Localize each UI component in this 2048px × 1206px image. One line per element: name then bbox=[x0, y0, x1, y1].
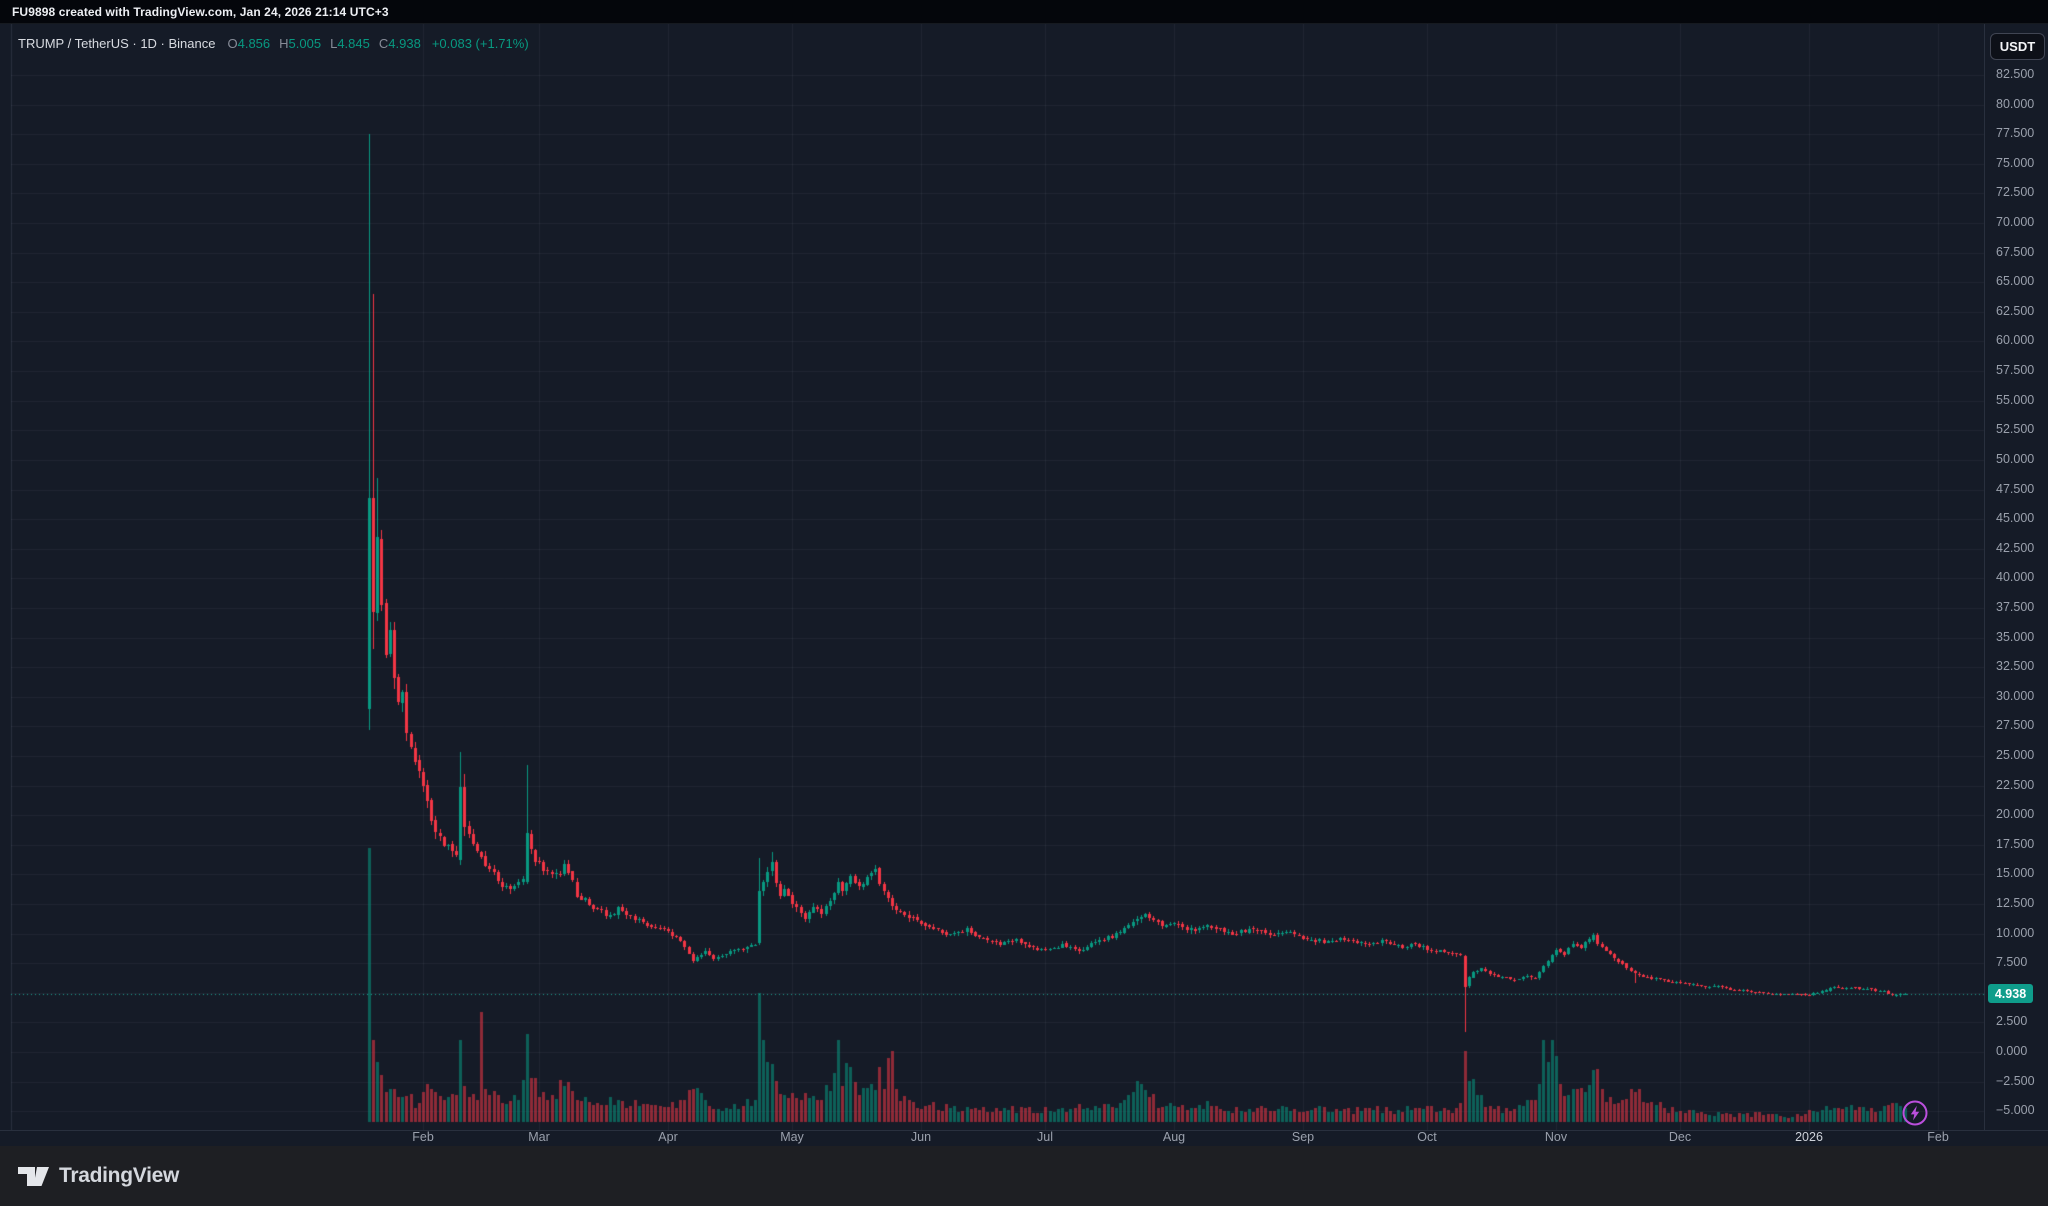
time-tick-label: Sep bbox=[1291, 1130, 1315, 1144]
price-tick-label: 77.500 bbox=[1996, 126, 2035, 141]
price-tick-label: 27.500 bbox=[1996, 718, 2035, 733]
tradingview-logo-icon bbox=[18, 1167, 49, 1186]
price-tick-label: 47.500 bbox=[1996, 481, 2035, 496]
price-tick-label: 2.500 bbox=[1996, 1014, 2028, 1029]
price-tick-label: 75.000 bbox=[1996, 155, 2035, 170]
ohlc-open: O4.856 bbox=[227, 36, 271, 51]
price-tick-label: 37.500 bbox=[1996, 599, 2035, 614]
time-tick-label: Jul bbox=[1037, 1130, 1053, 1144]
price-tick-label: 55.000 bbox=[1996, 392, 2035, 407]
ohlc-low: L4.845 bbox=[330, 36, 370, 51]
price-tick-label: 65.000 bbox=[1996, 274, 2035, 289]
price-tick-label: 32.500 bbox=[1996, 659, 2035, 674]
price-tick-label: 42.500 bbox=[1996, 540, 2035, 555]
time-tick-label: 2026 bbox=[1795, 1130, 1823, 1144]
price-tick-label: 10.000 bbox=[1996, 925, 2035, 940]
price-tick-label: 50.000 bbox=[1996, 451, 2035, 466]
price-tick-label: 72.500 bbox=[1996, 185, 2035, 200]
currency-usdt-button[interactable]: USDT bbox=[1990, 33, 2045, 60]
time-tick-label: Dec bbox=[1668, 1130, 1692, 1144]
symbol-legend: TRUMP / TetherUS · 1D · Binance O4.856 H… bbox=[18, 36, 529, 52]
time-tick-label: Jun bbox=[910, 1130, 932, 1144]
ohlc-close: C4.938 bbox=[378, 36, 421, 51]
price-tick-label: 17.500 bbox=[1996, 836, 2035, 851]
price-axis[interactable]: 4.938 82.500 80.000 77.500 75.000 72.500 70.0… bbox=[1985, 22, 2048, 1130]
price-tick-label: 60.000 bbox=[1996, 333, 2035, 348]
price-tick-label: 52.500 bbox=[1996, 422, 2035, 437]
price-tick-label: 20.000 bbox=[1996, 807, 2035, 822]
price-tick-label: −2.500 bbox=[1996, 1073, 2035, 1088]
price-axis-border bbox=[1984, 22, 1985, 1130]
time-axis[interactable]: Feb Mar Apr May Jun Jul Aug Sep Oct Nov Dec 2026 Feb bbox=[0, 1128, 1985, 1146]
price-tick-label: 80.000 bbox=[1996, 96, 2035, 111]
price-tick-label: 67.500 bbox=[1996, 244, 2035, 259]
time-tick-label: Aug bbox=[1162, 1130, 1186, 1144]
time-tick-label: Feb bbox=[1927, 1130, 1949, 1144]
price-tick-label: 82.500 bbox=[1996, 67, 2035, 82]
price-tick-label: 40.000 bbox=[1996, 570, 2035, 585]
tradingview-logo[interactable]: TradingView bbox=[16, 1162, 179, 1190]
attribution-text: FU9898 created with TradingView.com, Jan… bbox=[12, 4, 389, 19]
price-tick-label: 62.500 bbox=[1996, 303, 2035, 318]
time-tick-label: Mar bbox=[528, 1130, 550, 1144]
time-tick-label: Feb bbox=[412, 1130, 434, 1144]
boost-button[interactable] bbox=[1901, 1099, 1929, 1127]
price-tick-label: 70.000 bbox=[1996, 215, 2035, 230]
symbol-title[interactable]: TRUMP / TetherUS · 1D · Binance bbox=[18, 36, 216, 51]
plot-bottom-border bbox=[0, 1130, 2048, 1131]
price-tick-label: 25.000 bbox=[1996, 747, 2035, 762]
tradingview-wordmark: TradingView bbox=[59, 1164, 180, 1187]
price-tick-label: 22.500 bbox=[1996, 777, 2035, 792]
time-tick-label: Oct bbox=[1417, 1130, 1437, 1144]
price-tick-label: 0.000 bbox=[1996, 1044, 2028, 1058]
price-tick-label: −5.000 bbox=[1996, 1103, 2035, 1118]
price-tick-label: 45.000 bbox=[1996, 511, 2035, 526]
current-price-label: 4.938 bbox=[1988, 984, 2033, 1004]
price-change: +0.083 (+1.71%) bbox=[431, 36, 529, 51]
price-tick-label: 57.500 bbox=[1996, 363, 2035, 378]
lightning-icon bbox=[1902, 1100, 1928, 1126]
ohlc-high: H5.005 bbox=[279, 36, 322, 51]
footer-toolbar: TradingView bbox=[0, 1146, 2048, 1206]
candlestick-chart[interactable] bbox=[0, 22, 1985, 1130]
price-tick-label: 35.000 bbox=[1996, 629, 2035, 644]
price-tick-label: 15.000 bbox=[1996, 866, 2035, 881]
price-tick-label: 7.500 bbox=[1996, 955, 2028, 970]
time-tick-label: Nov bbox=[1544, 1130, 1568, 1144]
time-tick-label: May bbox=[780, 1130, 804, 1144]
price-tick-label: 12.500 bbox=[1996, 895, 2035, 910]
attribution-bar: FU9898 created with TradingView.com, Jan… bbox=[0, 0, 2048, 24]
price-tick-label: 30.000 bbox=[1996, 688, 2035, 703]
time-tick-label: Apr bbox=[658, 1130, 678, 1144]
